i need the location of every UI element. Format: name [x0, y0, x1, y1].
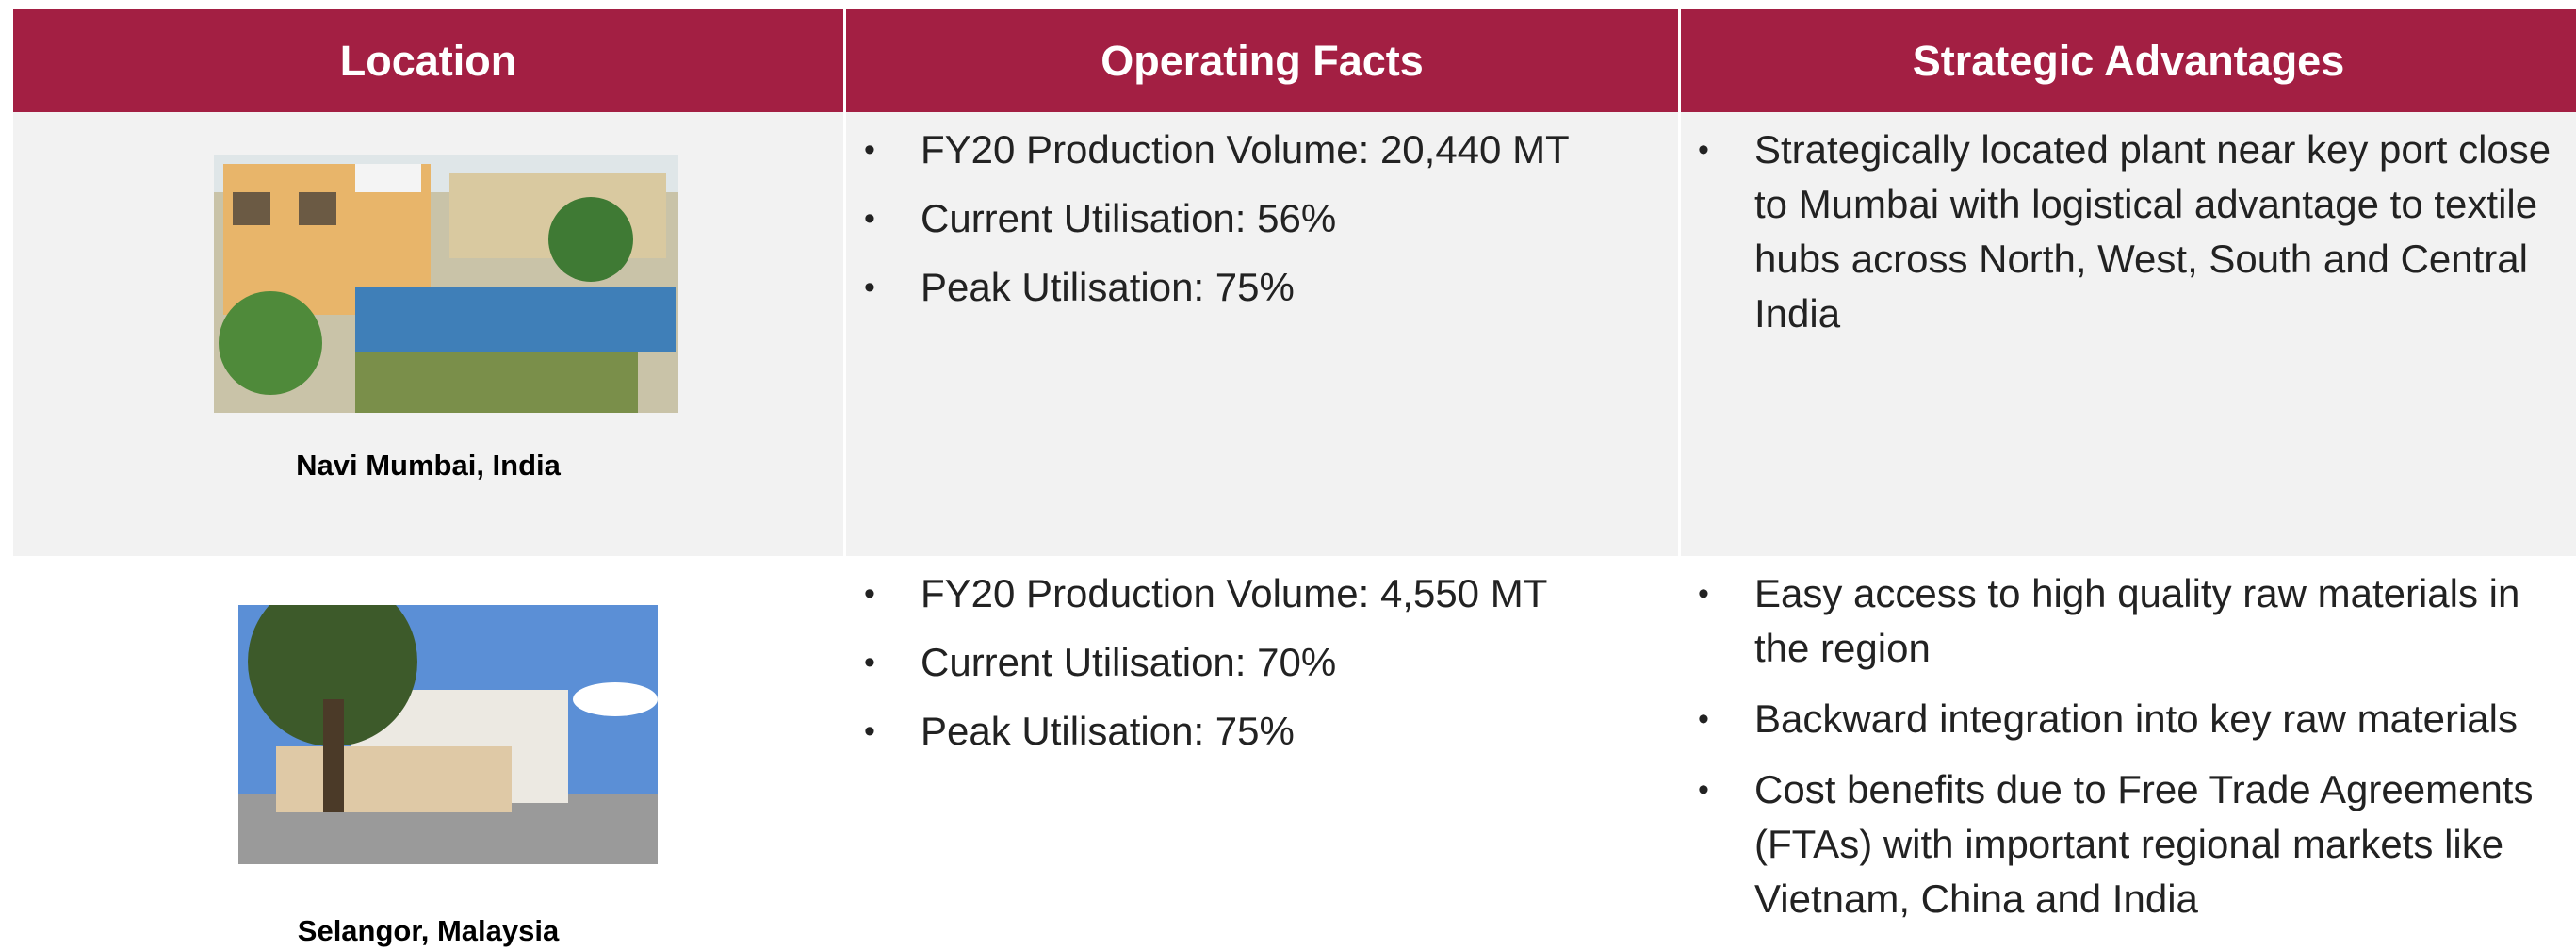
fact-item: Peak Utilisation: 75%: [921, 260, 1665, 315]
fact-item: FY20 Production Volume: 4,550 MT: [921, 566, 1665, 621]
advantage-item: Backward integration into key raw materi…: [1754, 692, 2576, 746]
column-divider: [843, 9, 846, 950]
location-name: Navi Mumbai, India: [13, 449, 843, 483]
header-cell: Operating Facts: [846, 9, 1678, 112]
plant-photo: [214, 155, 678, 413]
fact-item: FY20 Production Volume: 20,440 MT: [921, 123, 1665, 177]
advantages-list: Easy access to high quality raw material…: [1754, 566, 2576, 942]
fact-item: Peak Utilisation: 75%: [921, 704, 1665, 759]
header-cell: Strategic Advantages: [1681, 9, 2576, 112]
facts-list: FY20 Production Volume: 20,440 MT Current…: [921, 123, 1665, 329]
advantages-list: Strategically located plant near key por…: [1754, 123, 2576, 357]
location-name: Selangor, Malaysia: [13, 914, 843, 948]
facts-list: FY20 Production Volume: 4,550 MT Current …: [921, 566, 1665, 773]
advantage-item: Easy access to high quality raw material…: [1754, 566, 2576, 676]
fact-item: Current Utilisation: 56%: [921, 191, 1665, 246]
fact-item: Current Utilisation: 70%: [921, 635, 1665, 690]
advantage-item: Cost benefits due to Free Trade Agreemen…: [1754, 762, 2576, 926]
header-cell: Location: [13, 9, 843, 112]
page: Location Operating Facts Strategic Advan…: [0, 0, 2576, 950]
column-divider: [1678, 9, 1681, 950]
plant-photo: [238, 605, 658, 864]
advantage-item: Strategically located plant near key por…: [1754, 123, 2576, 341]
